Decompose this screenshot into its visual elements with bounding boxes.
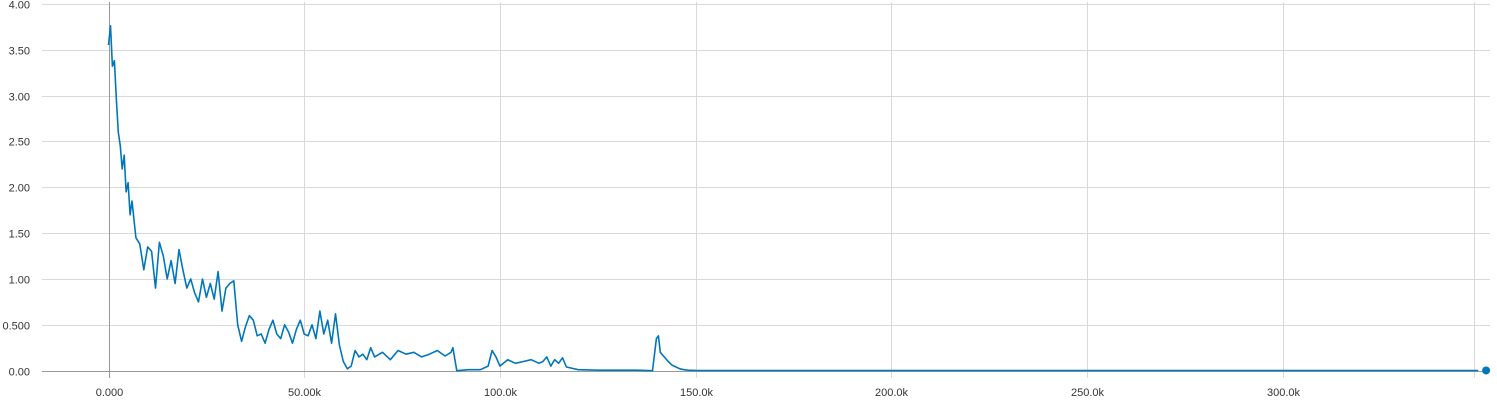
series-layer xyxy=(107,24,1491,375)
y-tick-label: 2.50 xyxy=(9,137,30,149)
series-end-point[interactable] xyxy=(1482,366,1491,375)
y-tick-label: 0.00 xyxy=(9,367,30,379)
x-tick-label: 200.0k xyxy=(875,387,909,399)
x-tick-label: 100.0k xyxy=(484,387,518,399)
y-tick-label: 0.500 xyxy=(2,321,30,333)
y-tick-label: 4.00 xyxy=(9,0,30,12)
y-gridlines xyxy=(42,4,1490,372)
x-gridlines xyxy=(109,2,1475,378)
x-tick-labels: 0.000 50.00k 100.0k 150.0k 200.0k 250.0k 300.0… xyxy=(96,387,1301,399)
x-tick-label: 300.0k xyxy=(1267,387,1301,399)
y-tick-label: 1.00 xyxy=(9,275,30,287)
axes xyxy=(42,2,1490,378)
x-tick-label: 150.0k xyxy=(680,387,714,399)
x-tick-label: 250.0k xyxy=(1071,387,1105,399)
y-tick-label: 2.00 xyxy=(9,183,30,195)
y-tick-label: 3.50 xyxy=(9,46,30,58)
x-tick-label: 0.000 xyxy=(96,387,124,399)
y-tick-labels: 0.00 0.500 1.00 1.50 2.00 2.50 3.00 3.50 4.00 xyxy=(2,0,30,379)
series-line xyxy=(107,24,1479,372)
y-tick-label: 3.00 xyxy=(9,92,30,104)
y-tick-label: 1.50 xyxy=(9,229,30,241)
x-tick-label: 50.00k xyxy=(288,387,322,399)
